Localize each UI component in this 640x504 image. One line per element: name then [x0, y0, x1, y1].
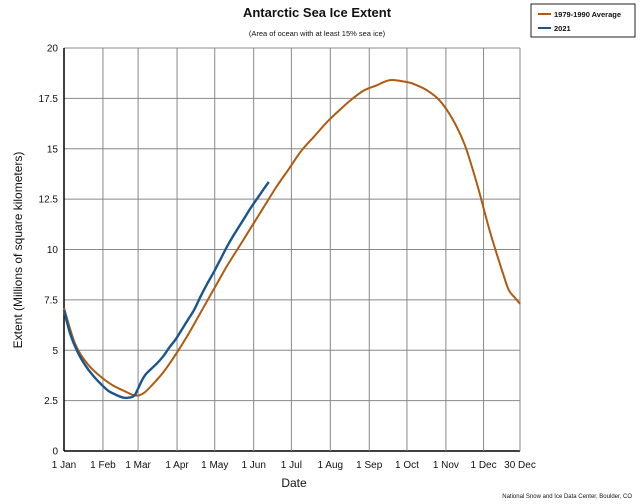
x-tick-label: 1 Aug [318, 460, 344, 471]
x-tick-label: 1 May [201, 460, 228, 471]
series-line-2021 [62, 181, 270, 400]
legend-label-average: 1979-1990 Average [554, 10, 621, 19]
x-tick-label: 1 Apr [165, 460, 189, 471]
x-tick-label: 1 Sep [356, 460, 383, 471]
y-tick-label: 2.5 [44, 396, 58, 407]
y-tick-label: 5 [52, 346, 58, 357]
x-tick-label: 1 Mar [125, 460, 151, 471]
grid-lines [63, 47, 521, 452]
y-tick-label: 10 [47, 245, 59, 256]
chart-subtitle: (Area of ocean with at least 15% sea ice… [249, 29, 386, 38]
y-tick-label: 0 [52, 447, 58, 458]
x-tick-label: 1 Jun [241, 460, 265, 471]
x-tick-label: 1 Feb [90, 460, 116, 471]
x-tick-label: 1 Dec [471, 460, 497, 471]
x-tick-label: 1 Nov [433, 460, 459, 471]
y-tick-label: 12.5 [39, 195, 59, 206]
legend-label-2021: 2021 [554, 24, 571, 33]
chart-title: Antarctic Sea Ice Extent [243, 5, 392, 20]
y-tick-label: 7.5 [44, 295, 58, 306]
x-tick-labels: 1 Jan 1 Feb 1 Mar 1 Apr 1 May 1 Jun 1 Jul 1 Aug… [52, 460, 536, 471]
series-line-average [63, 79, 521, 397]
y-tick-labels: 0 2.5 5 7.5 10 12.5 15 17.5 20 [39, 44, 59, 458]
x-axis-label: Date [281, 476, 307, 490]
x-tick-label: 1 Jul [281, 460, 302, 471]
legend-box [530, 3, 636, 38]
x-tick-label: 1 Jan [52, 460, 76, 471]
x-tick-label: 1 Oct [395, 460, 419, 471]
y-axis-label: Extent (Millions of square kilometers) [11, 152, 25, 349]
y-tick-label: 15 [47, 144, 59, 155]
credit-text: National Snow and Ice Data Center, Bould… [502, 494, 632, 500]
y-tick-label: 20 [47, 44, 59, 55]
y-tick-label: 17.5 [39, 94, 59, 105]
x-tick-label: 30 Dec [504, 460, 536, 471]
